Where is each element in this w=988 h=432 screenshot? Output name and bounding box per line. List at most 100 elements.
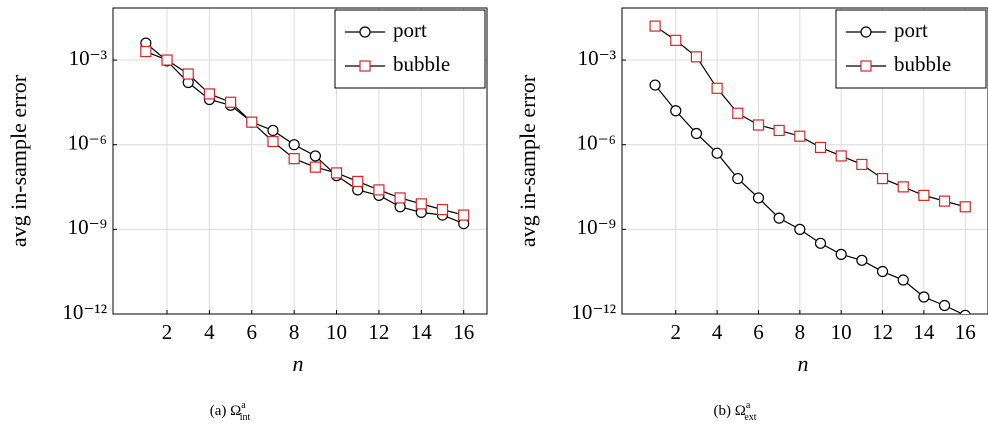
marker-circle [814, 237, 827, 249]
axes-frame [112, 7, 488, 315]
marker-square [267, 135, 279, 148]
caption: (b) Ωa ext [713, 400, 756, 423]
marker-square [649, 20, 661, 32]
x-tick-label: 2 [671, 320, 682, 344]
marker-square [814, 141, 827, 154]
marker-square [918, 189, 930, 201]
marker-square [856, 158, 868, 171]
marker-square [373, 184, 385, 196]
marker-square [959, 201, 971, 213]
series-line [145, 42, 464, 225]
y-tick-label: 10⁻¹² [62, 300, 107, 324]
x-tick-label: 2 [162, 320, 173, 344]
series-line [145, 51, 464, 216]
x-tick-label: 16 [453, 320, 474, 344]
marker-square [394, 192, 406, 204]
marker-circle [938, 299, 951, 312]
x-tick-label: 14 [411, 320, 433, 344]
x-tick-label: 10 [831, 320, 852, 344]
series-line [654, 25, 966, 208]
caption-sub: int [240, 412, 251, 423]
x-tick-label: 4 [712, 320, 723, 344]
x-tick-label: 14 [913, 320, 935, 344]
x-tick-label: 6 [753, 320, 764, 344]
marker-square [897, 181, 909, 193]
marker-circle [649, 79, 661, 91]
marker-circle [897, 274, 909, 286]
y-axis-label: avg in-sample error [515, 74, 540, 247]
marker-square [732, 107, 744, 119]
legend-label: bubble [393, 52, 450, 76]
marker-circle [309, 150, 321, 162]
marker-square [876, 172, 889, 185]
marker-circle [794, 223, 806, 235]
caption-sub: ext [744, 412, 756, 423]
x-tick-label: 12 [368, 320, 389, 344]
marker-square [359, 60, 371, 72]
axes-frame [621, 7, 988, 315]
x-axis-label: n [293, 351, 304, 376]
y-tick-label: 10⁻⁶ [68, 131, 107, 155]
legend-label: port [393, 18, 427, 42]
caption-sup: a [241, 400, 246, 411]
marker-square [140, 45, 152, 58]
marker-square [309, 161, 321, 173]
caption-text: (b) Ω [713, 403, 745, 419]
legend-box [835, 9, 987, 89]
marker-circle [918, 291, 930, 303]
legend: port bubble [835, 9, 987, 89]
marker-circle [752, 192, 765, 204]
marker-square [436, 204, 449, 216]
marker-square [203, 88, 216, 100]
marker-circle [856, 254, 868, 266]
series-group [140, 37, 470, 230]
marker-circle [711, 147, 723, 159]
marker-circle [860, 26, 872, 38]
series-group [649, 20, 971, 314]
y-tick-label: 10⁻⁶ [577, 131, 616, 155]
x-tick-label: 12 [872, 320, 893, 344]
x-tick-label: 6 [247, 320, 258, 344]
x-tick-label: 10 [326, 320, 347, 344]
marker-square [352, 175, 364, 188]
marker-square [330, 167, 343, 179]
marker-square [773, 124, 785, 137]
marker-square [182, 68, 194, 80]
y-tick-label: 10⁻⁹ [68, 215, 107, 239]
caption-text: (a) Ω [210, 403, 242, 419]
y-tick-label: 10⁻³ [69, 46, 107, 70]
plot: 2 4 6 8 10 12 14 16 10⁻¹² 10⁻⁹ 10⁻⁶ 10⁻³ port bubble n… [6, 7, 488, 423]
x-axis-label: n [798, 351, 809, 376]
marker-square [860, 60, 872, 72]
marker-circle [835, 248, 847, 260]
y-tick-label: 10⁻¹² [571, 300, 616, 324]
legend: port bubble [334, 9, 486, 89]
marker-circle [288, 139, 300, 151]
marker-square [690, 51, 703, 63]
marker-circle [732, 172, 744, 185]
y-tick-label: 10⁻³ [578, 46, 616, 70]
marker-square [835, 150, 847, 162]
marker-square [246, 116, 258, 128]
marker-square [458, 209, 470, 221]
marker-square [711, 82, 723, 94]
marker-circle [876, 265, 889, 278]
x-tick-label: 8 [289, 320, 300, 344]
marker-square [938, 195, 951, 207]
legend-label: port [894, 18, 928, 42]
marker-circle [359, 26, 371, 38]
series-line [654, 84, 964, 314]
marker-circle [670, 105, 682, 117]
marker-square [288, 153, 300, 165]
marker-circle [959, 309, 971, 314]
x-tick-label: 16 [955, 320, 976, 344]
marker-circle [267, 124, 279, 137]
caption-sup: a [746, 400, 751, 411]
y-axis-label: avg in-sample error [6, 74, 31, 247]
plot: 2 4 6 8 10 12 14 16 10⁻¹² 10⁻⁹ 10⁻⁶ 10⁻³ port bubble n… [515, 7, 988, 423]
marker-square [794, 130, 806, 142]
marker-circle [690, 127, 703, 140]
marker-square [415, 198, 427, 210]
marker-square [670, 34, 682, 46]
